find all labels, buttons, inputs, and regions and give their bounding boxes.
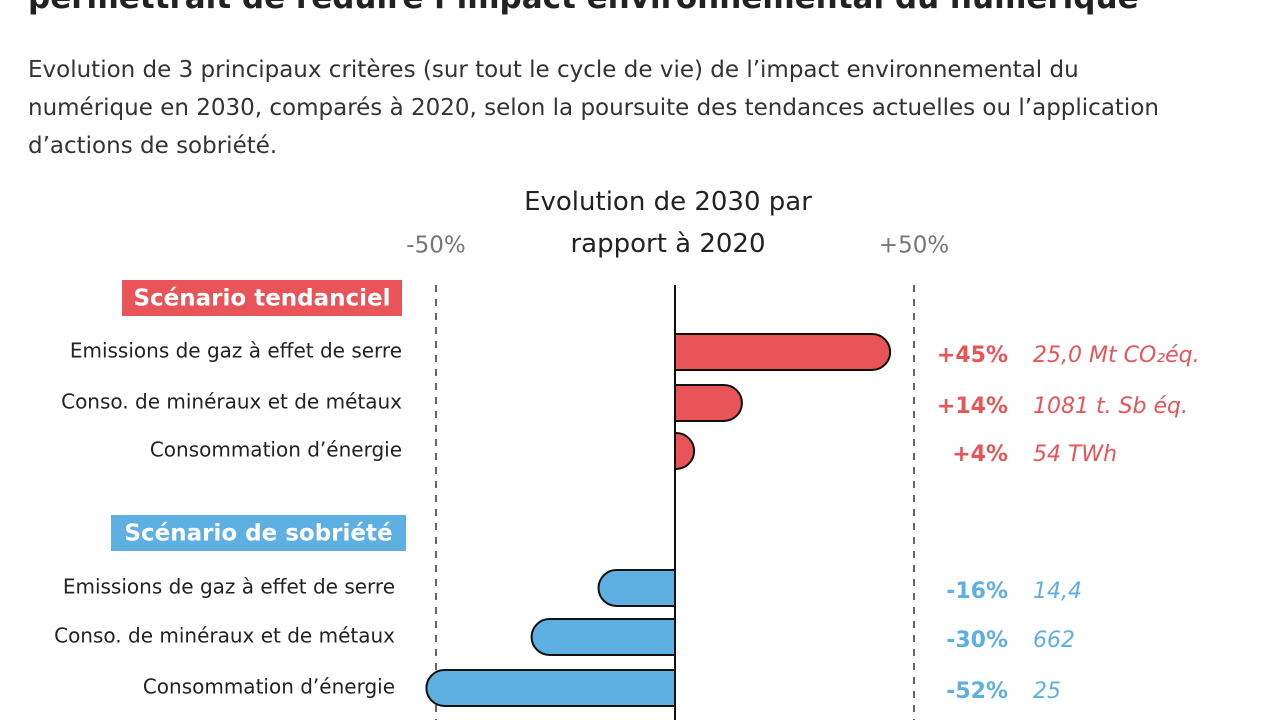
bar — [674, 432, 696, 470]
annotation: 14,4 — [1033, 579, 1082, 604]
chart-subtitle: Evolution de 3 principaux critères (sur … — [28, 57, 1159, 159]
legend-box — [122, 280, 402, 316]
category-label: Consommation d’énergie — [150, 438, 402, 462]
category-label: Emissions de gaz à effet de serre — [70, 339, 402, 363]
value-label: +45% — [937, 343, 1008, 368]
bar — [674, 384, 743, 422]
legend-label: Scénario tendanciel — [133, 286, 390, 312]
annotation: 1081 t. Sb éq. — [1033, 394, 1188, 419]
value-label: -30% — [946, 628, 1008, 653]
value-label: +14% — [937, 394, 1008, 419]
chart-title: permettrait de réduire l’impact environn… — [28, 0, 1139, 16]
bar — [425, 669, 676, 707]
bar — [530, 618, 676, 656]
x-tick-label: -50% — [406, 233, 465, 259]
x-tick-label: +50% — [879, 233, 949, 259]
bar — [597, 569, 676, 607]
annotation: 662 — [1033, 628, 1075, 653]
legend-box — [111, 515, 406, 551]
value-label: -16% — [946, 579, 1008, 604]
category-label: Consommation d’énergie — [143, 675, 395, 699]
category-label: Conso. de minéraux et de métaux — [54, 624, 395, 648]
bar — [674, 333, 892, 371]
annotation: 25,0 Mt CO₂éq. — [1033, 343, 1200, 368]
value-label: -52% — [946, 679, 1008, 704]
annotation: 54 TWh — [1033, 442, 1117, 467]
category-label: Emissions de gaz à effet de serre — [63, 575, 395, 599]
value-label: +4% — [952, 442, 1008, 467]
axis-title: Evolution de 2030 par rapport à 2020 — [524, 187, 812, 259]
annotation: 25 — [1033, 679, 1061, 704]
legend-label: Scénario de sobriété — [124, 521, 392, 547]
category-label: Conso. de minéraux et de métaux — [61, 390, 402, 414]
